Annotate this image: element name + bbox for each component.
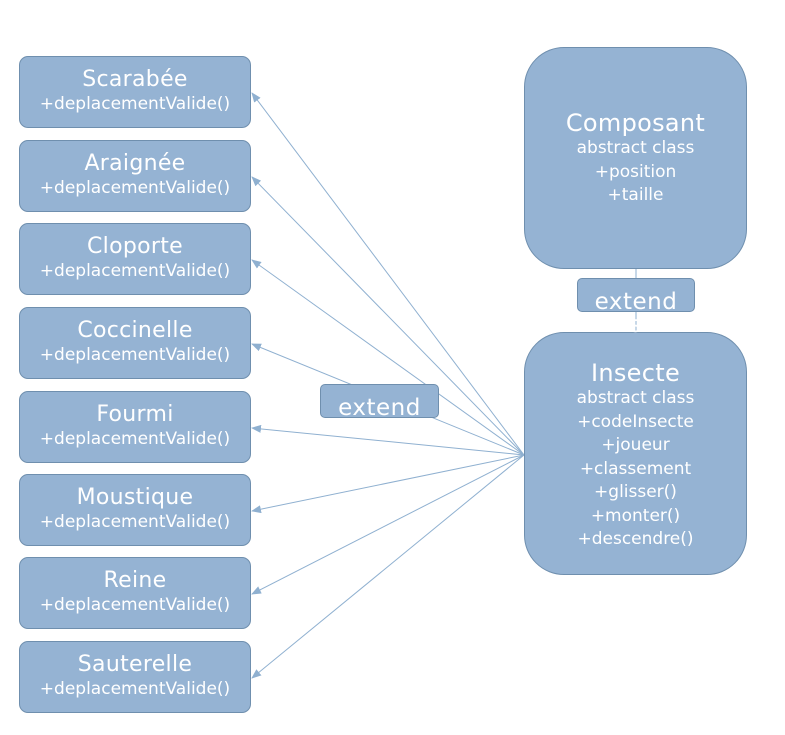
composant-line-2: +taille [607, 185, 664, 205]
insecte-line-0: abstract class [576, 388, 695, 408]
inheritance-arrows [251, 92, 525, 679]
subclass-box: Reine +deplacementValide() [19, 557, 251, 629]
extends-arrow [251, 454, 525, 679]
subclass-name: Scarabée [82, 67, 188, 92]
subclass-name: Coccinelle [77, 318, 193, 343]
subclass-box: Fourmi +deplacementValide() [19, 391, 251, 463]
extend-label-right-text: extend [594, 289, 678, 315]
subclass-method: +deplacementValide() [39, 679, 231, 699]
subclass-method: +deplacementValide() [39, 345, 231, 365]
subclass-name: Araignée [84, 151, 186, 176]
subclass-method: +deplacementValide() [39, 595, 231, 615]
subclass-box: Sauterelle +deplacementValide() [19, 641, 251, 713]
extend-label-left-text: extend [338, 395, 421, 421]
subclass-method: +deplacementValide() [39, 261, 231, 281]
insecte-title: Insecte [590, 359, 681, 387]
subclass-box: Coccinelle +deplacementValide() [19, 307, 251, 379]
insecte-line-6: +descendre() [577, 529, 694, 549]
composant-line-1: +position [594, 161, 677, 182]
subclass-box: Cloporte +deplacementValide() [19, 223, 251, 295]
subclass-name: Sauterelle [77, 652, 193, 677]
insecte-class-box: Insecte abstract class +codeInsecte +jou… [524, 332, 747, 575]
extends-arrow [251, 424, 525, 456]
extends-arrow [251, 92, 525, 456]
extend-label-left: extend [320, 384, 439, 421]
extend-label-right-overflow: s [629, 312, 643, 338]
subclass-method: +deplacementValide() [39, 429, 231, 449]
subclass-method: +deplacementValide() [39, 94, 231, 114]
insecte-line-2: +joueur [601, 435, 670, 455]
subclass-name: Moustique [76, 485, 194, 510]
composant-title: Composant [565, 109, 706, 137]
subclass-box: Araignée +deplacementValide() [19, 140, 251, 212]
extends-arrow [251, 176, 525, 456]
extends-arrow [251, 259, 525, 456]
subclass-box: Scarabée +deplacementValide() [19, 56, 251, 128]
composant-class-box: Composant abstract class +position +tail… [524, 47, 747, 269]
insecte-line-3: +classement [579, 458, 692, 479]
subclass-name: Reine [103, 568, 167, 593]
composant-line-0: abstract class [576, 138, 695, 158]
subclass-method: +deplacementValide() [39, 178, 231, 198]
extends-arrow [251, 454, 525, 514]
extends-arrow [251, 454, 525, 595]
extend-label-right: extend s [577, 278, 695, 337]
insecte-line-1: +codeInsecte [577, 411, 694, 432]
subclass-name: Cloporte [87, 234, 183, 259]
subclass-method: +deplacementValide() [39, 512, 231, 532]
insecte-line-5: +monter() [590, 505, 681, 526]
subclass-name: Fourmi [96, 402, 174, 427]
insecte-line-4: +glisser() [594, 482, 677, 502]
subclass-box: Moustique +deplacementValide() [19, 474, 251, 546]
